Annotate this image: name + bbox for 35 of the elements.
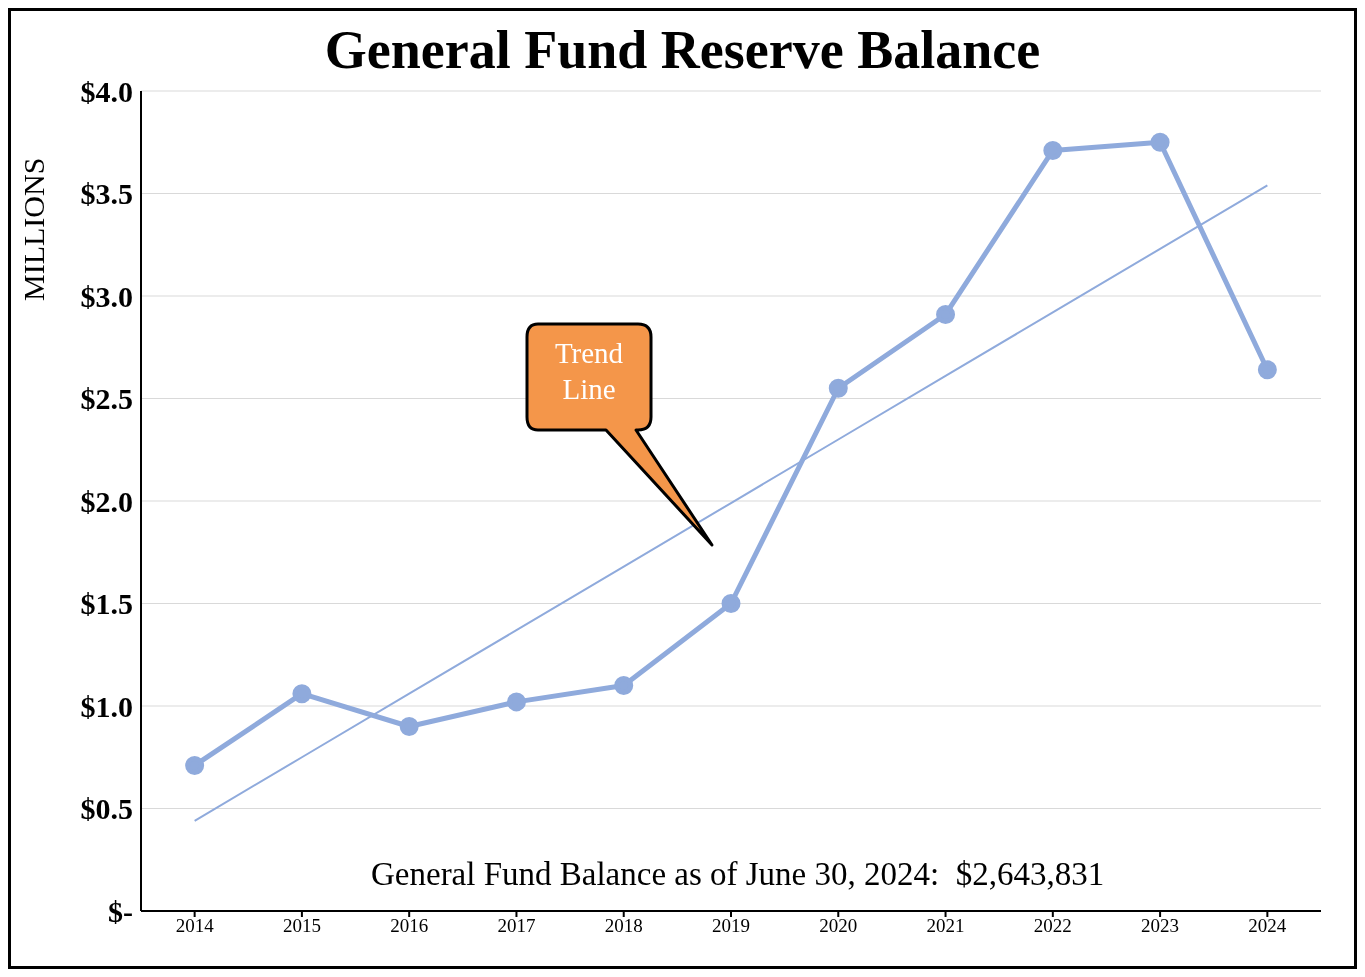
point: [1257, 360, 1277, 380]
point: [614, 676, 634, 695]
chart-title: General Fund Reserve Balance: [324, 20, 1041, 80]
y-tick-label: $3.0: [80, 279, 133, 313]
x-tick-label: 2024: [1248, 915, 1287, 937]
y-tick-label: $-: [108, 894, 133, 928]
point: [399, 717, 419, 736]
x-tick-label: 2020: [819, 915, 858, 937]
x-tick-label: 2018: [604, 915, 643, 937]
annotation: General Fund Balance as of June 30, 2024: $2,643,831: [371, 856, 1105, 893]
x-tick-label: 2016: [390, 915, 429, 937]
point: [506, 692, 526, 712]
point: [721, 594, 741, 613]
point: [292, 684, 312, 704]
x-tick-label: 2021: [926, 915, 965, 937]
point: [1043, 140, 1063, 160]
x-tick-label: 2015: [282, 915, 321, 937]
y-tick-label: $1.0: [80, 689, 133, 723]
x-tick-label: 2014: [175, 915, 215, 937]
y-tick-label: $2.5: [80, 382, 133, 416]
x-tick-label: 2017: [497, 915, 536, 937]
x-tick-label: 2022: [1033, 915, 1072, 937]
y-tick-label: $1.5: [80, 587, 133, 621]
y-tick-label: $0.5: [80, 792, 133, 826]
point: [1150, 132, 1170, 152]
speech-bubble: Trend Line: [524, 321, 716, 549]
point: [828, 378, 848, 398]
point: [185, 755, 205, 775]
y-tick-label: $3.5: [80, 177, 133, 211]
point: [936, 304, 956, 324]
x-tick-label: 2019: [712, 915, 750, 937]
y-axis-title: MILLIONS: [17, 157, 51, 301]
x-tick-label: 2023: [1141, 915, 1180, 937]
y-tick-label: $2.0: [80, 484, 133, 518]
annotation: Trend Line: [553, 336, 625, 407]
